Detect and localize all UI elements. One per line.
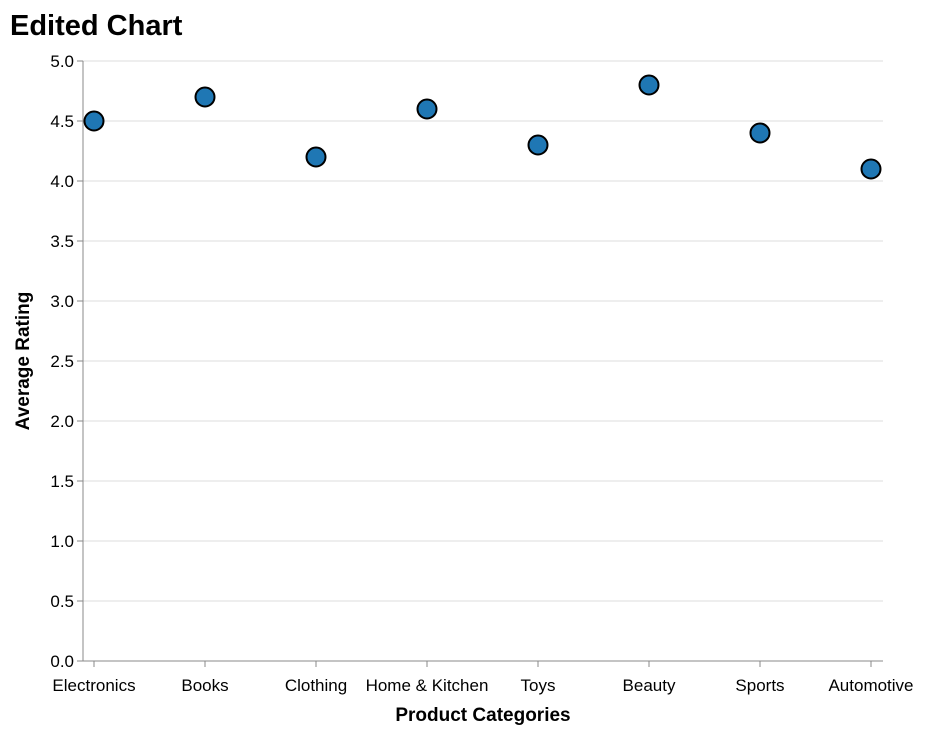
data-point [860, 158, 882, 180]
x-tick-label: Sports [735, 676, 784, 695]
grid-lines [83, 60, 883, 662]
data-point [194, 86, 216, 108]
x-tick-label: Toys [521, 676, 556, 695]
x-tick-label: Books [181, 676, 228, 695]
y-tick-label: 4.5 [50, 112, 74, 131]
y-tick-label: 3.0 [50, 292, 74, 311]
y-tick-label: 5.0 [50, 52, 74, 71]
x-tick-label: Clothing [285, 676, 347, 695]
data-point [749, 122, 771, 144]
y-tick-label: 1.5 [50, 472, 74, 491]
y-tick-label: 3.5 [50, 232, 74, 251]
x-axis: Electronics Books Clothing Home & Kitchen To… [52, 660, 914, 695]
y-axis: 0.0 0.5 1.0 1.5 2.0 2.5 3.0 3.5 4.0 4.5 5.0 [50, 52, 84, 671]
data-point [83, 110, 105, 132]
chart-title: Edited Chart [10, 10, 183, 42]
y-tick-label: 4.0 [50, 172, 74, 191]
y-tick-label: 1.0 [50, 532, 74, 551]
data-point [305, 146, 327, 168]
y-tick-label: 0.0 [50, 652, 74, 671]
data-point [416, 98, 438, 120]
y-tick-label: 2.5 [50, 352, 74, 371]
y-tick-label: 2.0 [50, 412, 74, 431]
data-points [83, 74, 882, 180]
x-tick-label: Automotive [828, 676, 913, 695]
x-axis-title: Product Categories [395, 705, 570, 726]
x-tick-label: Home & Kitchen [366, 676, 489, 695]
data-point [638, 74, 660, 96]
x-tick-label: Electronics [52, 676, 135, 695]
y-axis-title: Average Rating [13, 292, 34, 431]
data-point [527, 134, 549, 156]
y-tick-label: 0.5 [50, 592, 74, 611]
x-tick-label: Beauty [623, 676, 676, 695]
